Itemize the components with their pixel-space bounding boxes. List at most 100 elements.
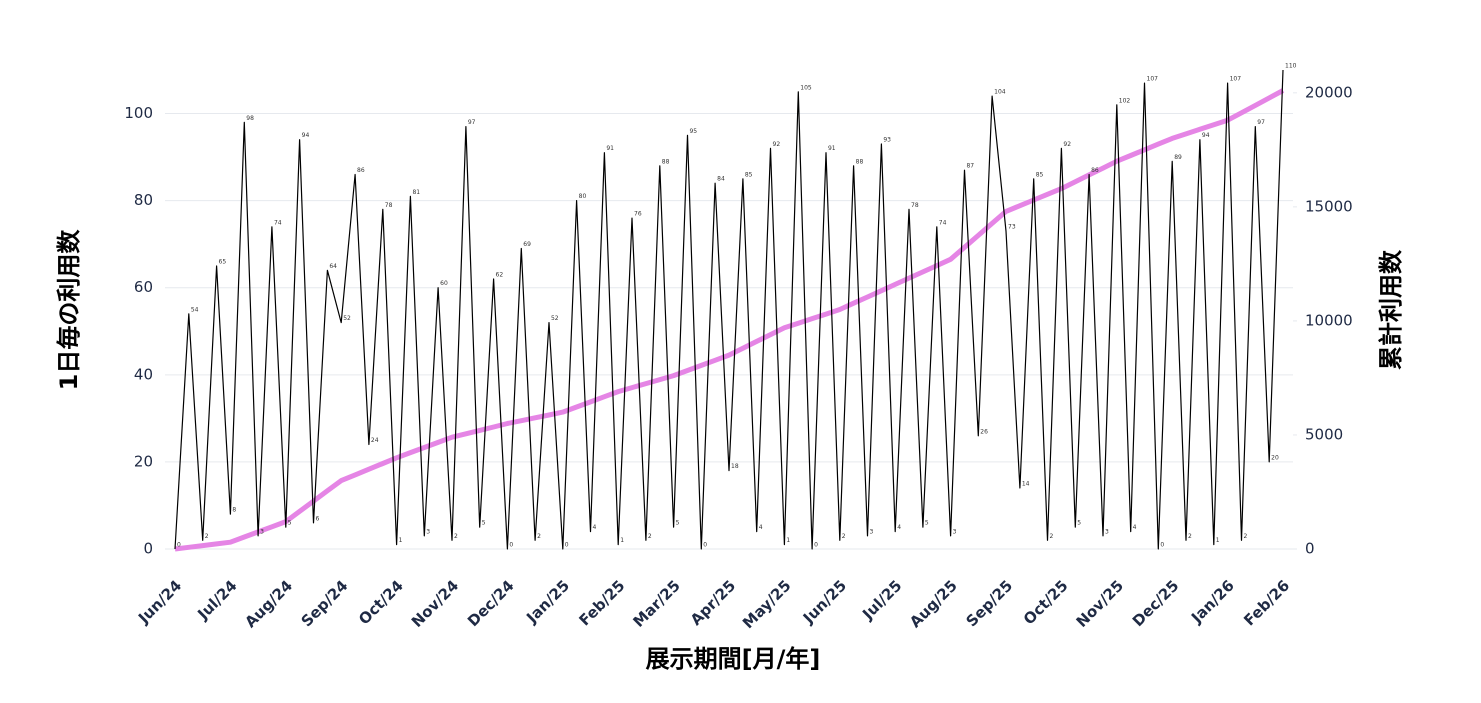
data-label: 0	[565, 542, 569, 549]
x-tick-label: Aug/24	[241, 577, 296, 632]
data-label: 105	[800, 84, 812, 91]
data-label: 74	[274, 219, 282, 226]
y-tick-label: 80	[134, 191, 153, 209]
y-tick-label: 100	[124, 104, 153, 122]
data-label: 3	[426, 528, 430, 535]
data-label: 4	[1133, 524, 1137, 531]
y2-tick-label: 0	[1305, 540, 1315, 558]
data-label: 0	[703, 542, 707, 549]
data-label: 73	[1008, 224, 1016, 231]
data-label: 88	[856, 158, 864, 165]
data-label: 104	[994, 89, 1006, 96]
data-label: 85	[1036, 171, 1044, 178]
x-tick-label: Feb/26	[1240, 577, 1293, 630]
x-tick-label: Sep/25	[962, 577, 1016, 631]
x-tick-label: Aug/25	[906, 577, 961, 632]
data-label: 2	[648, 533, 652, 540]
data-label: 92	[1063, 141, 1071, 148]
data-label: 5	[288, 520, 292, 527]
data-label: 1	[786, 537, 790, 544]
x-tick-label: Jan/26	[1187, 577, 1238, 628]
data-label: 97	[1257, 119, 1265, 126]
data-label: 5	[482, 520, 486, 527]
y-tick-label: 40	[134, 365, 153, 383]
data-label: 85	[745, 171, 753, 178]
data-label: 87	[966, 163, 974, 170]
data-label: 4	[593, 524, 597, 531]
x-tick-label: Oct/24	[355, 577, 407, 629]
data-label: 54	[191, 306, 199, 313]
daily-line	[174, 69, 1284, 550]
data-label: 86	[357, 167, 365, 174]
data-label: 2	[1188, 533, 1192, 540]
x-tick-label: Jun/24	[134, 577, 185, 628]
y2-tick-label: 10000	[1305, 311, 1353, 329]
data-label: 2	[1243, 533, 1247, 540]
data-label: 86	[1091, 167, 1099, 174]
x-tick-label: Jan/25	[522, 577, 573, 628]
data-label: 110	[1285, 63, 1297, 70]
x-tick-label: Jun/25	[799, 577, 850, 628]
x-tick-label: Jul/25	[858, 577, 905, 624]
data-label: 5	[676, 520, 680, 527]
data-label: 8	[232, 507, 236, 514]
y-axis-title: 1日毎の利用数	[55, 229, 83, 391]
x-tick-label: May/25	[739, 577, 795, 633]
data-label: 64	[329, 263, 337, 270]
x-axis-title: 展示期間[月/年]	[646, 645, 821, 673]
data-label: 78	[911, 202, 919, 209]
data-label: 3	[870, 528, 874, 535]
y-tick-label: 0	[143, 540, 153, 558]
data-label: 3	[953, 528, 957, 535]
data-label: 91	[828, 145, 836, 152]
data-label: 2	[1050, 533, 1054, 540]
data-label: 1	[620, 537, 624, 544]
data-label: 78	[385, 202, 393, 209]
data-label: 81	[412, 189, 420, 196]
data-label: 0	[1160, 542, 1164, 549]
data-label: 0	[177, 542, 181, 549]
x-tick-label: Sep/24	[298, 577, 352, 631]
data-label: 60	[440, 280, 448, 287]
data-label: 52	[343, 315, 351, 322]
data-label: 94	[1202, 132, 1210, 139]
x-tick-label: Apr/25	[687, 577, 739, 629]
data-label: 0	[814, 542, 818, 549]
data-label: 3	[260, 528, 264, 535]
data-label: 92	[773, 141, 781, 148]
data-label: 98	[246, 115, 254, 122]
data-label: 62	[496, 272, 504, 279]
x-tick-label: Feb/25	[575, 577, 628, 630]
data-label: 20	[1271, 454, 1279, 461]
x-tick-label: Dec/25	[1129, 577, 1183, 631]
data-label: 14	[1022, 481, 1030, 488]
data-label: 4	[759, 524, 763, 531]
y-tick-label: 60	[134, 278, 153, 296]
y-tick-label: 20	[134, 452, 153, 470]
data-label: 1	[1216, 537, 1220, 544]
x-tick-label: Mar/25	[630, 577, 684, 631]
x-tick-label: Nov/25	[1073, 577, 1127, 631]
y2-tick-label: 15000	[1305, 197, 1353, 215]
data-label: 5	[925, 520, 929, 527]
y2-tick-label: 5000	[1305, 425, 1343, 443]
data-label: 89	[1174, 154, 1182, 161]
data-label: 74	[939, 219, 947, 226]
y2-tick-label: 20000	[1305, 83, 1353, 101]
data-label: 5	[1077, 520, 1081, 527]
data-label: 93	[883, 137, 891, 144]
data-label: 4	[897, 524, 901, 531]
data-label: 2	[842, 533, 846, 540]
data-label: 102	[1119, 97, 1131, 104]
data-label: 65	[219, 258, 227, 265]
data-label: 2	[454, 533, 458, 540]
cumulative-line	[174, 88, 1285, 552]
y2-axis-title: 累計利用数	[1377, 249, 1405, 370]
data-label: 1	[399, 537, 403, 544]
data-label: 76	[634, 211, 642, 218]
data-label: 2	[537, 533, 541, 540]
data-label: 91	[606, 145, 614, 152]
data-label: 24	[371, 437, 379, 444]
data-label: 6	[316, 515, 320, 522]
